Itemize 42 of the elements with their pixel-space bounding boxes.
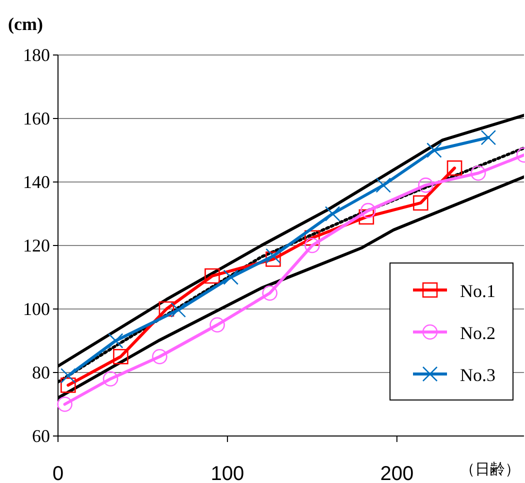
point (418, 178, 434, 193)
point (204, 268, 220, 284)
point (358, 209, 374, 225)
point (412, 195, 428, 211)
point (102, 371, 118, 386)
point (376, 178, 392, 193)
point (57, 396, 72, 412)
x-tick-label: 0 (52, 463, 64, 483)
point (60, 378, 76, 393)
point (446, 160, 462, 176)
x-tick-label: 200 (380, 463, 414, 483)
point (113, 348, 128, 364)
point (304, 238, 320, 254)
y-axis-title: (cm) (8, 14, 43, 34)
legend-label: No.3 (460, 365, 496, 385)
y-tick-label: 100 (23, 299, 50, 319)
y-tick-label: 140 (23, 172, 50, 192)
x-axis-title: （日齢） (460, 461, 520, 478)
point (324, 206, 340, 222)
point (480, 130, 496, 146)
point (266, 252, 281, 267)
legend-label: No.1 (460, 281, 496, 301)
point (266, 248, 281, 264)
point (108, 333, 124, 348)
point (304, 230, 320, 246)
point (158, 301, 174, 317)
point (210, 317, 225, 333)
point (360, 202, 376, 218)
point (60, 368, 76, 384)
point (262, 285, 278, 301)
y-tick-label: 160 (23, 108, 50, 128)
y-tick-label: 120 (23, 236, 50, 256)
y-tick-label: 80 (32, 362, 50, 382)
y-tick-label: 180 (23, 45, 50, 65)
y-tick-label: 60 (32, 426, 50, 446)
point (170, 302, 186, 318)
x-tick-label: 100 (210, 463, 244, 483)
point (152, 348, 168, 364)
legend-label: No.2 (460, 323, 496, 343)
point (426, 142, 442, 158)
point (470, 165, 486, 181)
point (223, 270, 238, 285)
